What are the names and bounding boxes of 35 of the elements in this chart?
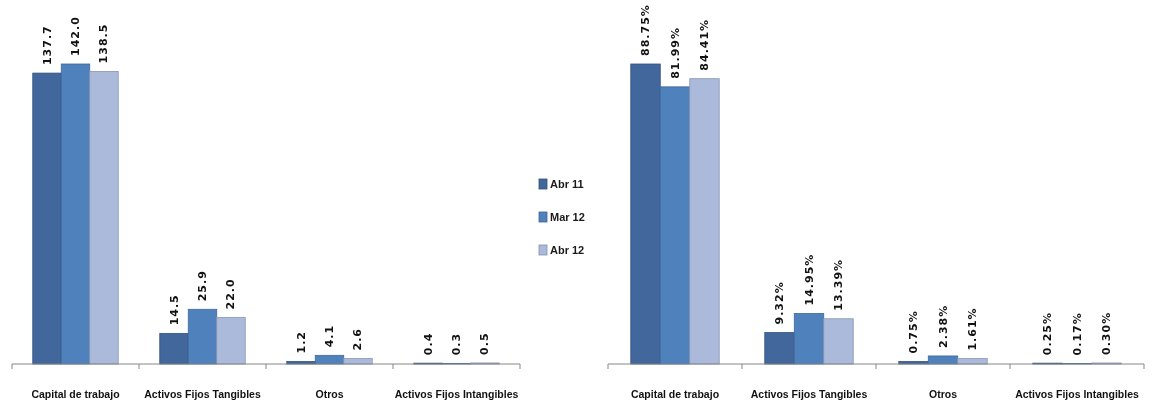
x-tick-label: Activos Fijos Tangibles [750,388,868,400]
x-tick-label: Activos Fijos Intangibles [1015,388,1139,400]
data-label: 142.0 [69,16,82,56]
data-label: 14.5 [167,294,181,326]
data-label: 22.0 [224,278,238,310]
data-label: 25.9 [196,270,209,302]
data-label: 4.1 [323,324,336,348]
data-label: 0.4 [421,332,435,356]
data-label: 1.61% [965,307,979,351]
data-label: 1.2 [294,330,308,354]
x-tick-label: Capital de trabajo [630,388,720,400]
data-label: 137.7 [40,25,54,66]
data-label: 2.6 [351,328,365,351]
data-label: 88.75% [639,4,653,56]
data-label: 2.38% [936,304,950,348]
x-tick-label: Capital de trabajo [31,388,120,400]
data-label: 9.32% [773,281,787,325]
data-label: 0.3 [450,332,463,356]
data-label: 138.5 [97,23,111,64]
legend-label: Abr 11 [550,178,584,190]
data-label: 84.41% [697,18,711,71]
legend-label: Mar 12 [550,211,585,223]
legend-label: Abr 12 [550,244,585,256]
data-label: 0.25% [1041,311,1055,356]
x-tick-label: Otros [315,388,344,400]
data-label: 0.30% [1099,311,1113,355]
x-tick-label: Activos Fijos Tangibles [144,388,261,400]
x-tick-label: Otros [928,388,958,400]
data-label: 13.39% [831,258,845,311]
data-label: 81.99% [668,27,682,79]
data-label: 0.17% [1070,312,1084,356]
data-label: 14.95% [802,253,816,306]
x-tick-label: Activos Fijos Intangibles [394,388,519,400]
data-label: 0.5 [478,332,492,355]
data-label: 0.75% [907,310,921,354]
